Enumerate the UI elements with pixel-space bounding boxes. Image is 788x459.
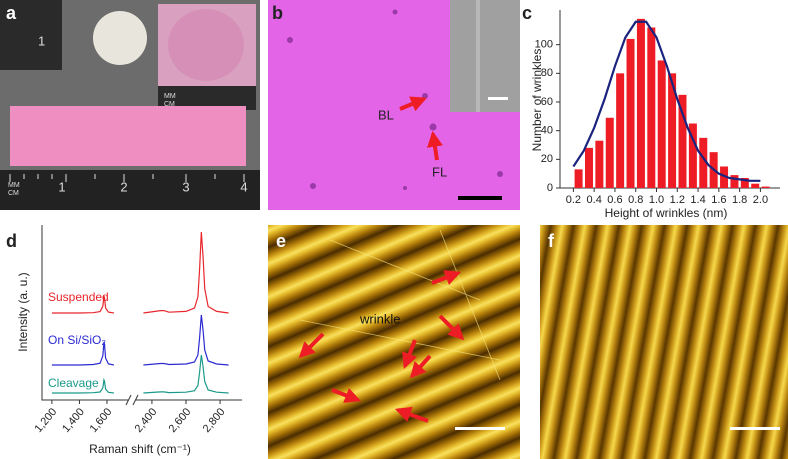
x-tick-label: 0.2 [566,194,581,206]
bar [688,123,697,188]
ruler-number: 3 [182,179,189,194]
axis-break [125,394,139,406]
y-tick-label: 100 [535,39,553,51]
y-axis-label: Number of wrinkles [530,49,544,152]
x-tick-label: 2,800 [201,406,228,435]
x-axis-label: Raman shift (cm⁻¹) [89,442,191,456]
spectrum-line [51,341,114,366]
bar [657,60,666,188]
fit-line [572,20,761,182]
bar [720,166,729,188]
y-tick-label: 0 [547,182,553,194]
x-axis-label: Height of wrinkles (nm) [605,206,728,220]
x-tick-label: 2.0 [753,194,768,206]
spectrum-line [143,231,229,314]
ruler-unit: MM [8,182,20,189]
y-tick-label: 20 [541,153,553,165]
annotation: FL [432,164,447,179]
x-tick-label: 1.0 [649,194,664,206]
spectrum-line [143,314,229,366]
panel-label: a [6,3,17,23]
ruler-unit: MM [164,93,176,100]
ruler-unit: CM [8,190,19,197]
x-tick-label: 1,600 [88,406,115,435]
bar [605,117,614,188]
afm-f [540,225,788,459]
legend-label: On Si/SiO₂ [48,333,106,347]
bar [740,177,749,188]
y-axis-label: Intensity (a. u.) [16,272,30,351]
x-tick-label: 1.6 [711,194,726,206]
x-tick-label: 2,600 [167,406,194,435]
ruler-number: 1 [38,33,45,48]
bar [678,94,687,188]
ruler-number: 2 [120,179,127,194]
micrograph-b [268,0,520,210]
bar [595,140,604,188]
y-tick-label: 40 [541,125,553,137]
spectrum-line [51,377,114,394]
x-tick-label: 1.8 [732,194,747,206]
x-tick-label: 0.6 [607,194,622,206]
bar [761,186,770,188]
panel-label: f [548,231,555,251]
panel-label: c [522,3,532,23]
y-tick-label: 80 [541,67,553,79]
x-tick-label: 0.4 [587,194,602,206]
bar [636,18,645,188]
bar [751,183,760,188]
x-tick-label: 1,400 [60,406,87,435]
bar [647,27,656,188]
panel-label: e [276,231,286,251]
legend-label: Suspended [48,290,109,304]
spectrum-line [51,295,114,314]
bar [626,38,635,188]
x-tick-label: 1.2 [670,194,685,206]
bar [616,73,625,188]
ruler-unit: CM [164,101,175,108]
legend-label: Cleavage [48,376,99,390]
panel-label: d [6,231,17,251]
photo-a [0,0,260,210]
annotation: BL [378,107,394,122]
bar [574,169,583,188]
x-tick-label: 1.4 [690,194,705,206]
axis-line [41,225,242,401]
bar [584,147,593,188]
afm-e [268,225,520,459]
bar [730,175,739,188]
panel-label: b [272,3,283,23]
x-tick-label: 1,200 [33,406,60,435]
ruler-number: 1 [58,179,65,194]
x-tick-label: 0.8 [628,194,643,206]
bar [699,137,708,188]
y-tick-label: 60 [541,96,553,108]
annotation: wrinkle [359,311,400,326]
spectrum-line [143,354,229,394]
bar [668,73,677,188]
ruler-number: 4 [240,179,247,194]
x-tick-label: 2,400 [133,406,160,435]
